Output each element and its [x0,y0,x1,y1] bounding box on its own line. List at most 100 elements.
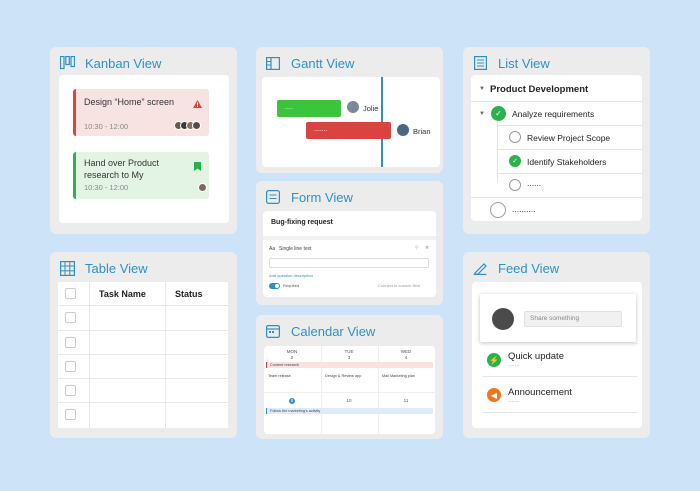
form-header: Form View [265,189,353,205]
link-icon[interactable]: ⚲ [415,245,419,251]
divider [498,149,642,150]
list-item[interactable]: Review Project Scope [527,133,611,143]
assignee-name: Jolie [363,104,379,113]
table-cell[interactable] [90,379,166,403]
list-item[interactable]: .......... [512,204,536,214]
row-checkbox[interactable] [65,312,76,323]
trash-icon[interactable]: ✖ [425,245,430,251]
form-name[interactable]: Bug-fixing request [271,219,333,226]
share-placeholder: Share something [530,315,580,322]
list-item[interactable]: Identify Stakeholders [527,157,607,167]
text-input-preview[interactable] [269,258,429,268]
date-number[interactable]: 2 [290,355,294,360]
row-checkbox[interactable] [65,361,76,372]
row-checkbox[interactable] [65,409,76,420]
table-header-cell: Task Name [90,282,166,306]
event-label[interactable]: Mail Marketing plan [382,374,415,378]
check-icon[interactable]: ✓ [491,106,506,121]
gantt-icon [265,55,281,71]
date-number[interactable]: 11 [403,398,409,403]
select-all-checkbox[interactable] [65,288,76,299]
assignee-name: Brian [413,127,431,136]
calendar-event[interactable]: Content research [266,362,433,368]
gantt-header: Gantt View [265,55,354,71]
weekday-label: MON [286,349,298,354]
table-row[interactable] [58,403,90,428]
table-cell[interactable] [90,331,166,355]
column-header[interactable]: Status [175,289,203,299]
table-cell[interactable] [166,379,228,403]
date-number[interactable]: 10 [346,398,352,403]
avatar [192,121,201,130]
checkbox-circle[interactable] [509,131,521,143]
kanban-header: Kanban View [59,55,161,71]
task-list: ▼ Product Development ▼ ✓ Analyze requir… [471,75,642,221]
megaphone-icon: ◀ [487,388,501,402]
kanban-task-card[interactable]: Design “Home” screen 10:30 - 12:00 [73,89,209,136]
calendar-event[interactable]: Follow the marketing's activity [266,408,433,414]
required-label: Required [283,283,300,288]
divider [471,101,642,102]
feed-item-title[interactable]: Quick update [508,351,564,362]
date-number[interactable]: 4 [404,355,408,360]
row-checkbox[interactable] [65,337,76,348]
add-description-link[interactable]: Add question description [269,273,313,278]
required-toggle[interactable] [269,283,280,289]
today-marker[interactable] [289,398,295,404]
event-label[interactable]: Design & Review app [325,374,362,378]
feed-list: Share something ⚡ Quick update ....... ◀… [472,282,642,428]
table-row[interactable] [58,306,90,331]
list-header: List View [472,55,550,71]
feed-item-title[interactable]: Announcement [508,387,572,398]
column-header[interactable]: Task Name [99,289,146,299]
task-time: 10:30 - 12:00 [84,183,129,192]
gantt-bar[interactable]: .... [277,100,341,117]
table-cell[interactable] [90,306,166,331]
field-type: Aa [269,246,276,252]
check-icon[interactable]: ✓ [509,155,521,167]
table-title: Table View [85,260,148,276]
list-group-name: Product Development [490,84,589,95]
list-item[interactable]: ...... [527,178,542,188]
kanban-card: Kanban View Design “Home” screen 10:30 -… [50,47,237,234]
feed-header: Feed View [472,260,559,276]
date-number[interactable]: 3 [347,355,351,360]
table-cell[interactable] [166,403,228,428]
table-row[interactable] [58,379,90,403]
feed-card: Feed View Share something ⚡ Quick update… [463,252,650,438]
collapse-icon[interactable]: ▼ [479,111,485,117]
table-row[interactable] [58,331,90,355]
avatar [198,183,207,192]
row-checkbox[interactable] [65,385,76,396]
date-number[interactable]: 9 [290,398,294,403]
table-cell[interactable] [166,355,228,379]
feed-icon [472,260,488,276]
weekday-label: WED [400,349,412,354]
divider [482,343,638,344]
calendar-title: Calendar View [291,323,376,339]
field-label[interactable]: Single line text [279,246,312,252]
calendar-header: Calendar View [265,323,375,339]
list-item[interactable]: Analyze requirements [512,109,595,119]
collapse-icon[interactable]: ▼ [479,86,485,92]
connect-field-link[interactable]: Connect to custom field [378,283,420,288]
gantt-bar[interactable]: ....... [306,122,391,139]
composer: Share something [480,294,636,342]
table-cell[interactable] [90,355,166,379]
table-row[interactable] [58,355,90,379]
checkbox-circle[interactable] [490,202,506,218]
table-icon [59,260,75,276]
table-cell[interactable] [166,306,228,331]
table-cell[interactable] [90,403,166,428]
event-label: Follow the marketing's activity [270,409,321,413]
share-input[interactable]: Share something [524,311,622,327]
table-card: Table View Task Name Status [50,252,237,438]
kanban-task-card[interactable]: Hand over Product research to My 10:30 -… [73,152,209,199]
checkbox-circle[interactable] [509,179,521,191]
event-label[interactable]: Team release [268,374,291,378]
table-cell[interactable] [166,331,228,355]
feed-item-sub: ....... [508,362,520,368]
avatar [347,101,359,113]
form-card: Form View Bug-fixing request Aa Single l… [256,181,443,305]
bookmark-icon [194,158,201,176]
